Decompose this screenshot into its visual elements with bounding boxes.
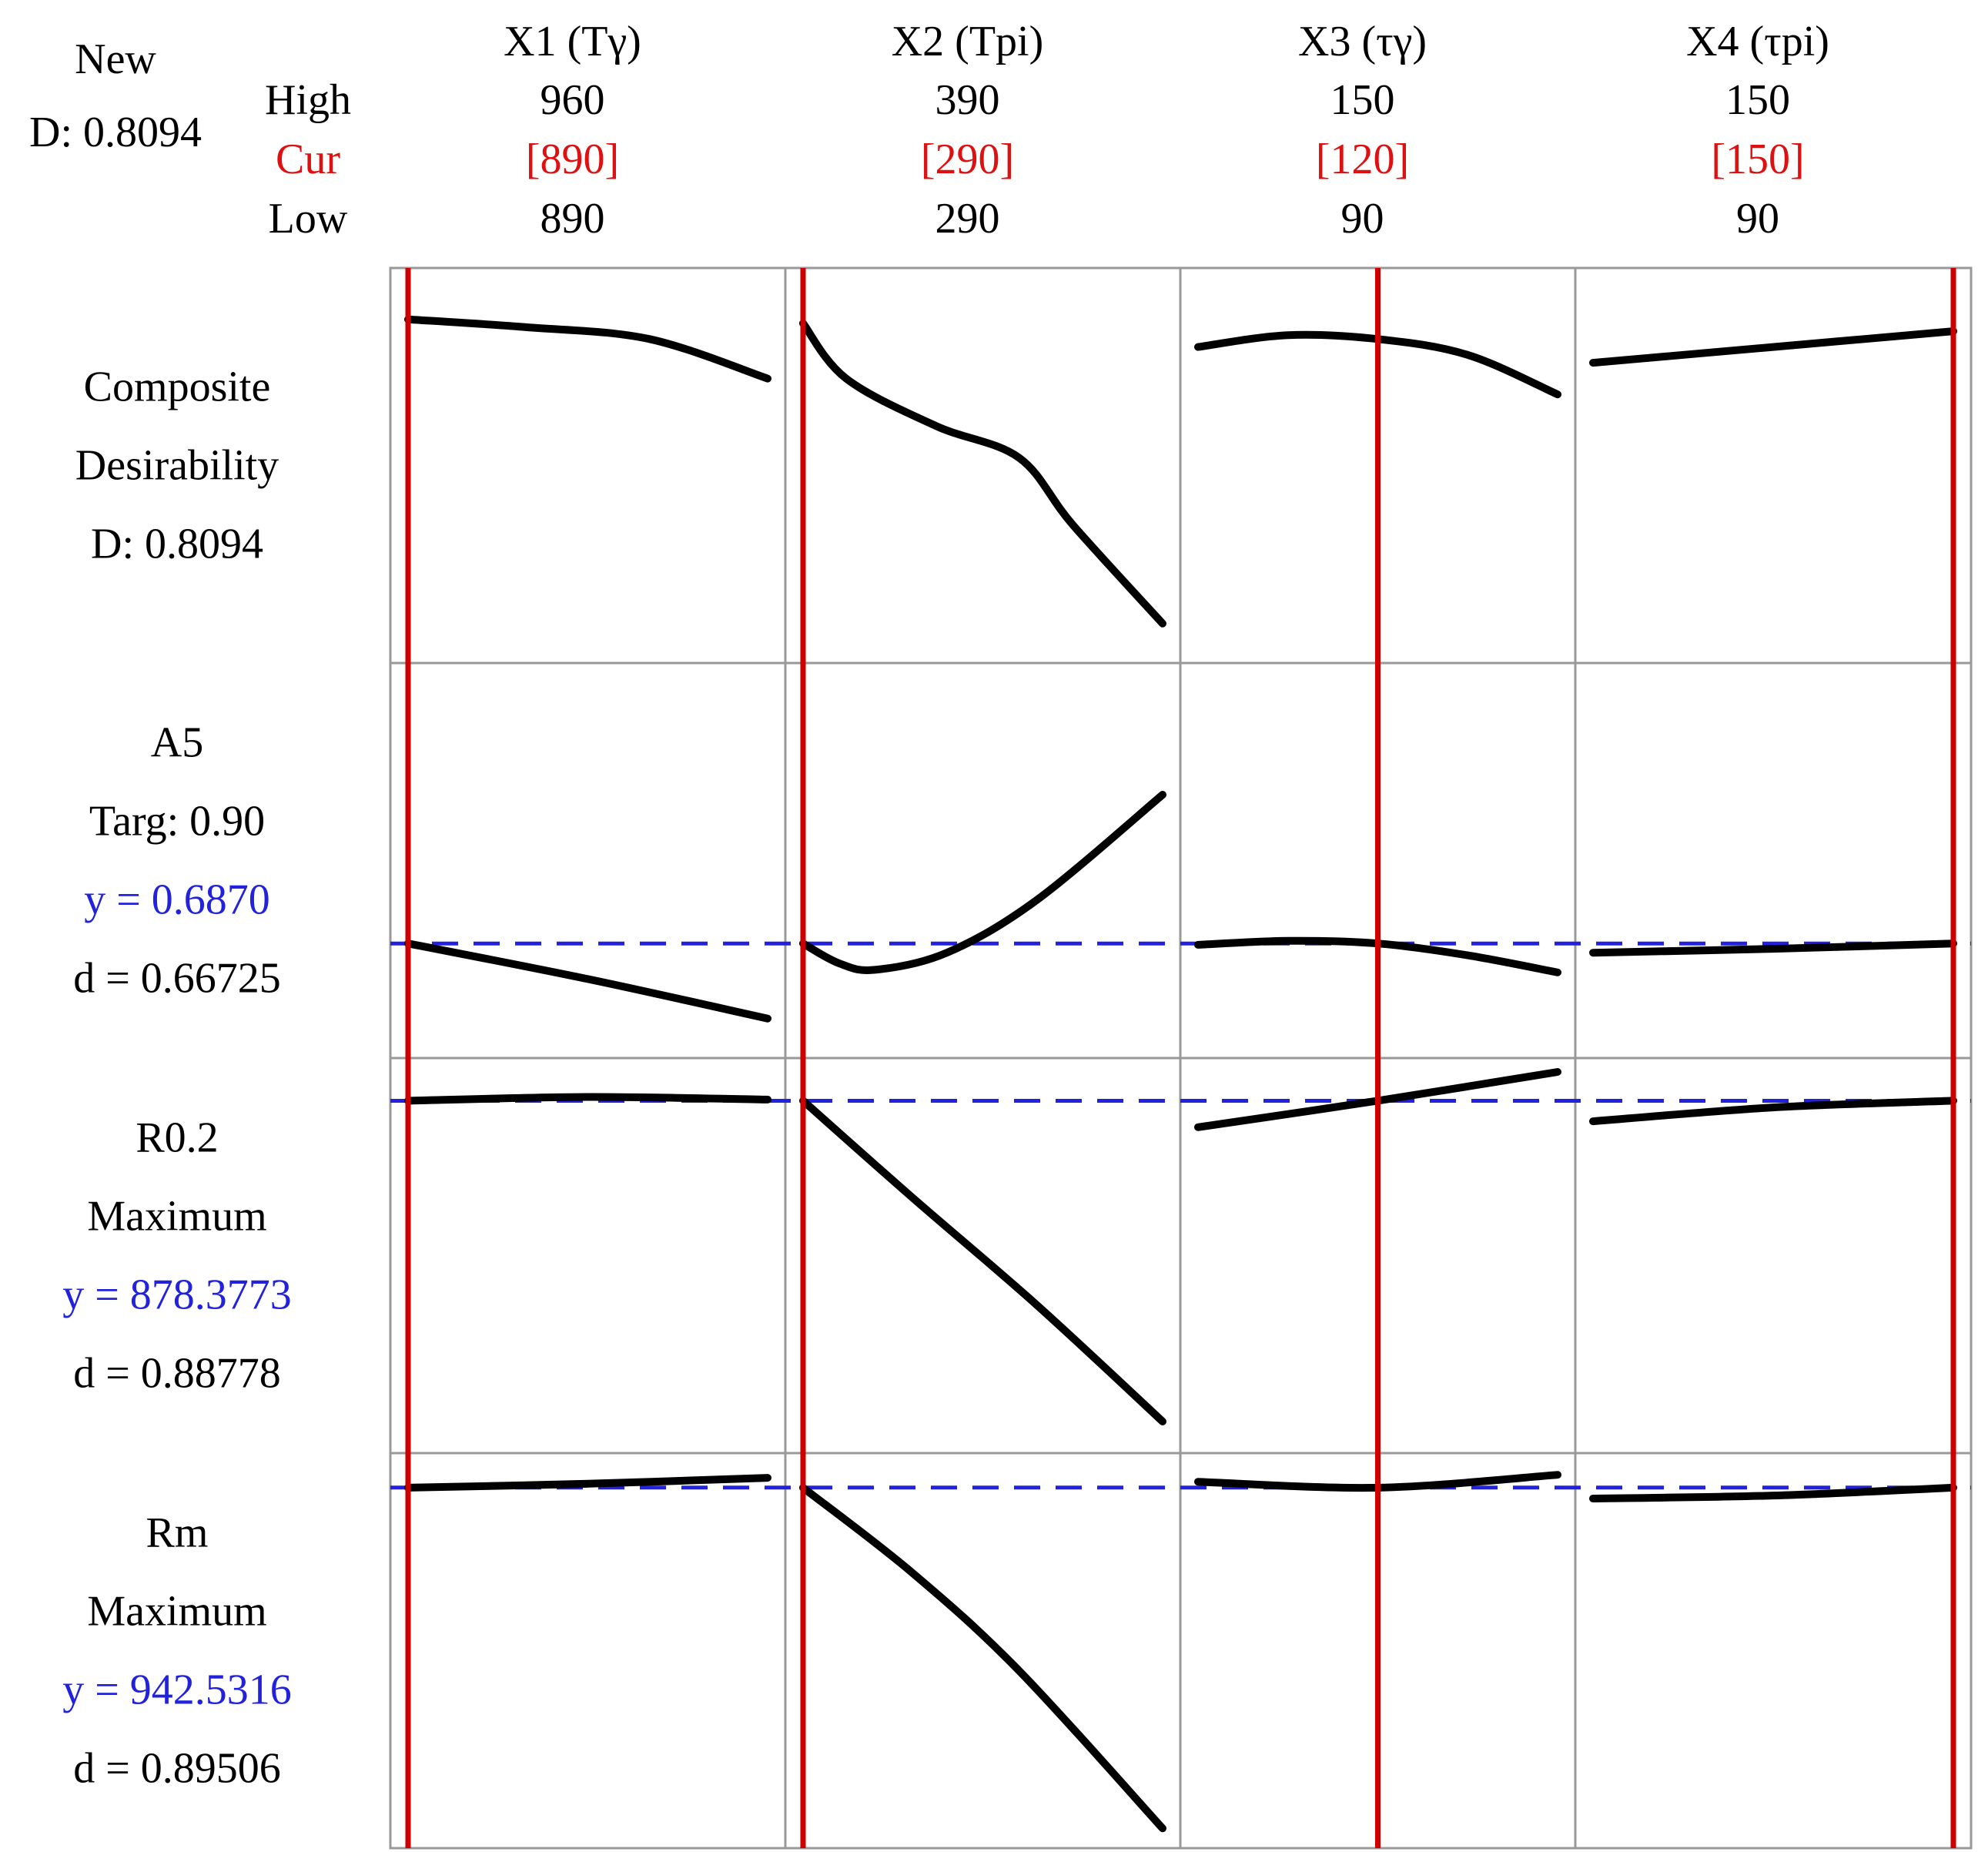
factor-high: 390 [935, 76, 1000, 124]
response-label-line: y = 878.3773 [62, 1271, 292, 1319]
factor-current: [290] [921, 136, 1014, 183]
response-label-line: d = 0.66725 [73, 955, 281, 1003]
factor-name: X4 (τpi) [1686, 18, 1829, 65]
response-curve [404, 1474, 771, 1492]
response-label-line: Maximum [87, 1588, 266, 1636]
factor-low: 90 [1736, 195, 1779, 243]
response-label-line: R0.2 [136, 1114, 218, 1162]
response-label-line: d = 0.88778 [73, 1350, 281, 1398]
response-label-line: Composite [84, 363, 271, 411]
response-curve [404, 315, 771, 383]
factor-current: [890] [526, 136, 619, 183]
response-curve [1589, 1097, 1957, 1126]
response-curve [1589, 1483, 1957, 1502]
factor-current: [150] [1711, 136, 1804, 183]
response-curve [799, 1483, 1166, 1833]
response-label-line: Desirability [75, 442, 279, 490]
factor-low: 90 [1341, 195, 1384, 243]
factor-high: 150 [1330, 76, 1395, 124]
response-label-line: Targ: 0.90 [89, 798, 265, 846]
response-curve [1589, 327, 1957, 367]
response-label-line: A5 [151, 719, 203, 767]
cur-label: Cur [276, 136, 340, 183]
response-curve [1589, 939, 1957, 957]
new-desirability-value: D: 0.8094 [29, 109, 202, 156]
response-curve [799, 791, 1166, 974]
response-curve [404, 1093, 771, 1105]
factor-low: 290 [935, 195, 1000, 243]
factor-current: [120] [1316, 136, 1409, 183]
new-label: New [75, 35, 156, 83]
factor-name: X1 (Tγ) [504, 18, 641, 65]
response-label-line: y = 942.5316 [62, 1666, 292, 1714]
factor-low: 890 [541, 195, 605, 243]
response-label-line: Rm [146, 1509, 209, 1557]
factor-high: 960 [541, 76, 605, 124]
response-label-line: y = 0.6870 [84, 876, 270, 924]
factor-name: X3 (τγ) [1298, 18, 1427, 65]
response-label-line: d = 0.89506 [73, 1745, 281, 1793]
factor-name: X2 (Tpi) [892, 18, 1044, 65]
high-label: High [265, 76, 351, 124]
factor-high: 150 [1725, 76, 1790, 124]
response-curve [404, 939, 771, 1023]
response-label-line: D: 0.8094 [91, 521, 263, 568]
response-curve [799, 1097, 1166, 1425]
response-curve [799, 319, 1166, 628]
low-label: Low [269, 195, 348, 243]
response-label-line: Maximum [87, 1193, 266, 1241]
